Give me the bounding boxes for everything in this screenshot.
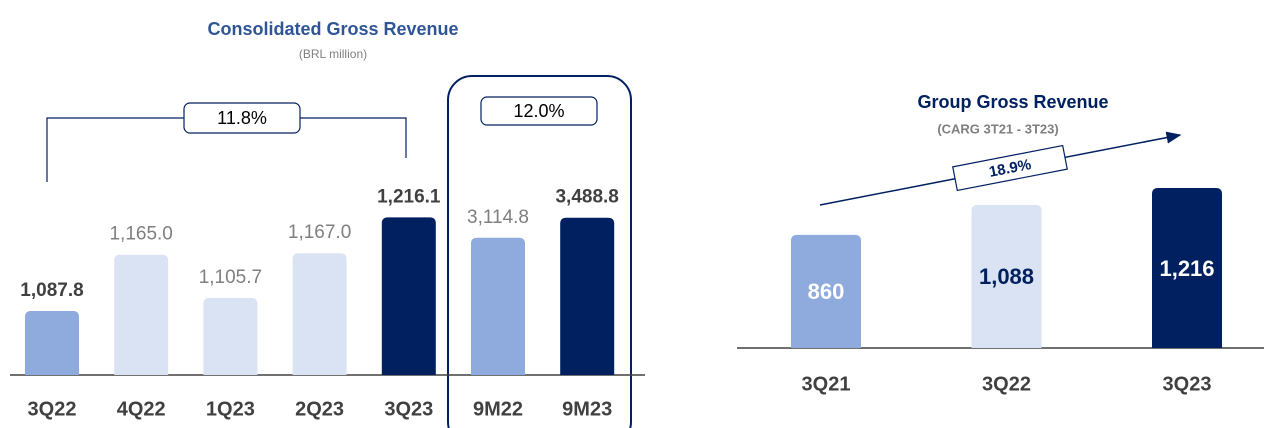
bar: [114, 254, 169, 375]
x-tick-label: 3Q23: [384, 398, 433, 420]
value-label: 1,165.0: [109, 224, 172, 245]
chart-title: Group Gross Revenue: [917, 92, 1108, 112]
value-label: 1,167.0: [288, 222, 351, 243]
bar: [971, 204, 1042, 348]
annotation-box: [952, 144, 1068, 192]
bar: [292, 253, 347, 375]
value-label: 1,105.7: [199, 267, 262, 288]
value-label: 3,114.8: [467, 207, 529, 228]
bar: [560, 217, 615, 375]
group-frame: [447, 75, 632, 428]
x-tick-label: 3Q23: [1163, 373, 1212, 395]
bar: [25, 310, 79, 375]
x-tick-label: 2Q23: [295, 398, 344, 420]
annotation-box: [480, 96, 598, 126]
bar: [203, 297, 258, 375]
chart-subtitle: (CARG 3T21 - 3T23): [937, 121, 1058, 136]
value-label: 1,216.1: [377, 186, 441, 207]
value-label: 860: [808, 279, 845, 304]
value-label: 1,087.8: [20, 280, 83, 301]
bar: [791, 234, 861, 348]
bracket: [46, 117, 184, 182]
x-tick-label: 4Q22: [117, 398, 166, 420]
x-tick-label: 3Q22: [982, 373, 1031, 395]
annotation: 11.8%: [217, 108, 267, 128]
chart-title: Consolidated Gross Revenue: [207, 19, 458, 39]
x-tick-label: 9M23: [562, 398, 612, 420]
annotation-box: [183, 102, 301, 134]
value-label: 3,488.8: [555, 187, 618, 208]
value-label: 1,088: [979, 264, 1034, 289]
bar: [471, 237, 525, 375]
bar: [381, 217, 436, 375]
x-tick-label: 9M22: [473, 398, 523, 420]
annotation-group: 18.9%: [952, 144, 1068, 192]
bar: [1152, 187, 1222, 348]
x-tick-label: 3Q21: [802, 373, 851, 395]
x-tick-label: 1Q23: [206, 398, 255, 420]
bracket: [300, 117, 407, 158]
x-tick-label: 3Q22: [28, 398, 77, 420]
annotation: 12.0%: [513, 101, 564, 121]
chart-subtitle: (BRL million): [299, 47, 367, 61]
value-label: 1,216: [1159, 256, 1214, 281]
